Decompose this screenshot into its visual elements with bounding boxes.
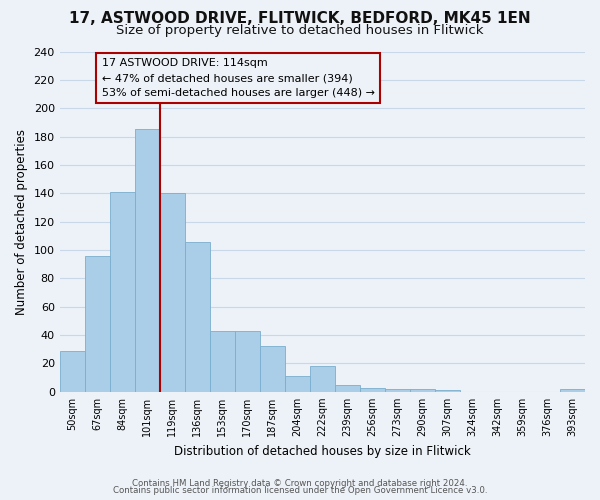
Bar [435,390,460,392]
Bar [110,192,135,392]
Text: Contains public sector information licensed under the Open Government Licence v3: Contains public sector information licen… [113,486,487,495]
Text: Contains HM Land Registry data © Crown copyright and database right 2024.: Contains HM Land Registry data © Crown c… [132,478,468,488]
Bar [160,194,185,392]
X-axis label: Distribution of detached houses by size in Flitwick: Distribution of detached houses by size … [174,444,471,458]
Y-axis label: Number of detached properties: Number of detached properties [15,128,28,314]
Bar [360,388,385,392]
Bar [285,376,310,392]
Bar [235,331,260,392]
Text: 17 ASTWOOD DRIVE: 114sqm
← 47% of detached houses are smaller (394)
53% of semi-: 17 ASTWOOD DRIVE: 114sqm ← 47% of detach… [101,58,374,98]
Bar [59,350,85,392]
Bar [210,331,235,392]
Bar [560,389,585,392]
Text: Size of property relative to detached houses in Flitwick: Size of property relative to detached ho… [116,24,484,37]
Bar [310,366,335,392]
Bar [385,389,410,392]
Bar [335,384,360,392]
Bar [85,256,110,392]
Bar [260,346,285,392]
Text: 17, ASTWOOD DRIVE, FLITWICK, BEDFORD, MK45 1EN: 17, ASTWOOD DRIVE, FLITWICK, BEDFORD, MK… [69,11,531,26]
Bar [135,130,160,392]
Bar [185,242,210,392]
Bar [410,389,435,392]
